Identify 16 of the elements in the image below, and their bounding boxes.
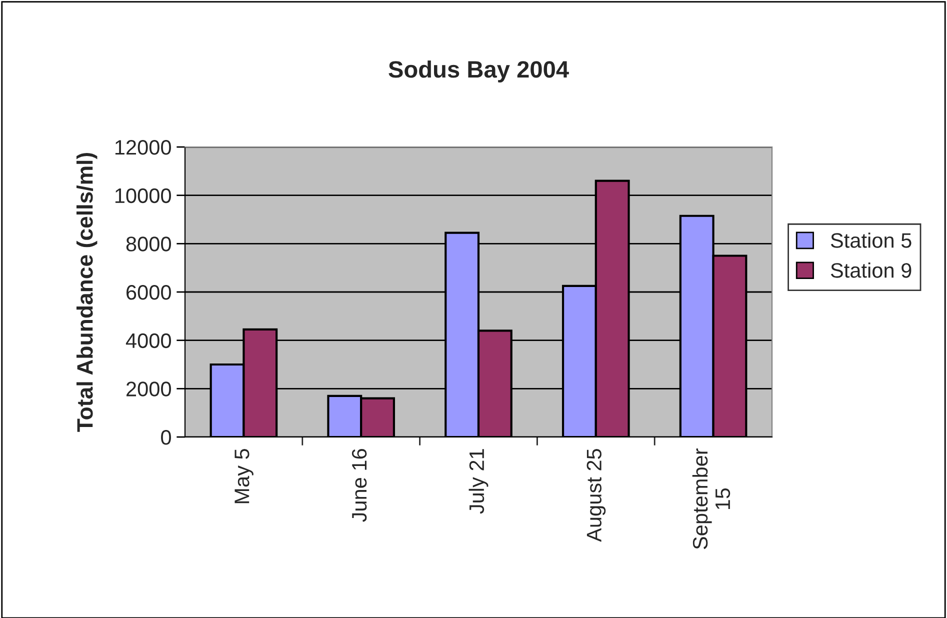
y-tick-label: 10000 <box>115 188 171 204</box>
x-tick-label: July 21 <box>468 449 488 514</box>
chart-title: Sodus Bay 2004 <box>388 60 569 82</box>
y-tick-label: 0 <box>161 430 171 445</box>
y-tick-label: 8000 <box>126 236 171 252</box>
y-tick-label: 6000 <box>126 285 171 300</box>
legend-label: Station 5 <box>830 232 912 248</box>
x-tick-label: August 25 <box>586 448 606 542</box>
x-tick-label: May 5 <box>234 448 254 504</box>
x-tick-label: June 16 <box>352 449 367 522</box>
y-tick-label: 2000 <box>126 382 171 396</box>
x-tick-label: September 15 <box>692 448 730 550</box>
y-tick-label: 4000 <box>126 333 171 348</box>
y-axis-title: Total Abundance (cells/ml) <box>76 152 98 432</box>
y-tick-label: 12000 <box>115 140 171 155</box>
legend-label: Station 9 <box>830 262 912 278</box>
